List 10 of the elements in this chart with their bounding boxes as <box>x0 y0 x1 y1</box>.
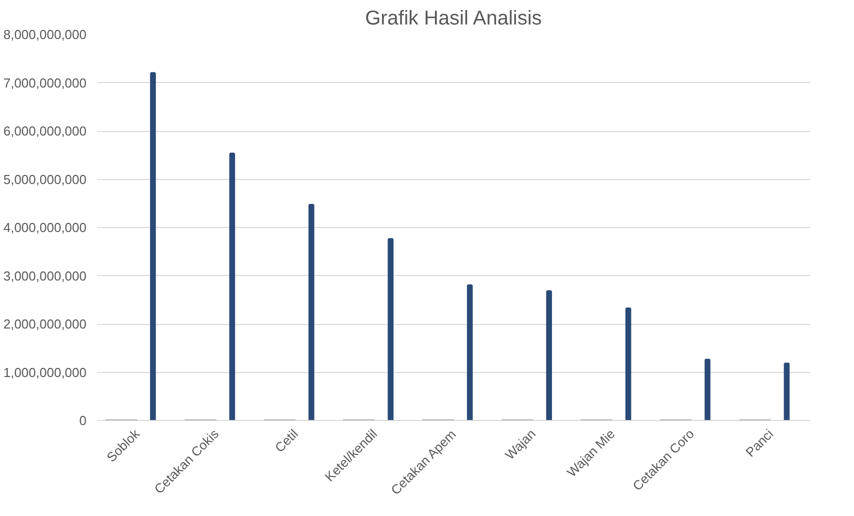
y-tick-label: 6,000,000,000 <box>3 124 87 138</box>
y-tick-label: 2,000,000,000 <box>3 316 87 332</box>
y-tick-label: 8,000,000,000 <box>3 27 87 42</box>
chart-title: Grafik Hasil Analisis <box>365 8 542 30</box>
y-tick-label: 7,000,000,000 <box>3 75 87 90</box>
y-tick-label: 3,000,000,000 <box>3 268 87 284</box>
y-tick-label: 0 <box>79 413 87 428</box>
y-tick-label: 1,000,000,000 <box>3 364 87 380</box>
y-tick-label: 5,000,000,000 <box>3 172 87 187</box>
y-tick-label: 4,000,000,000 <box>3 220 87 235</box>
